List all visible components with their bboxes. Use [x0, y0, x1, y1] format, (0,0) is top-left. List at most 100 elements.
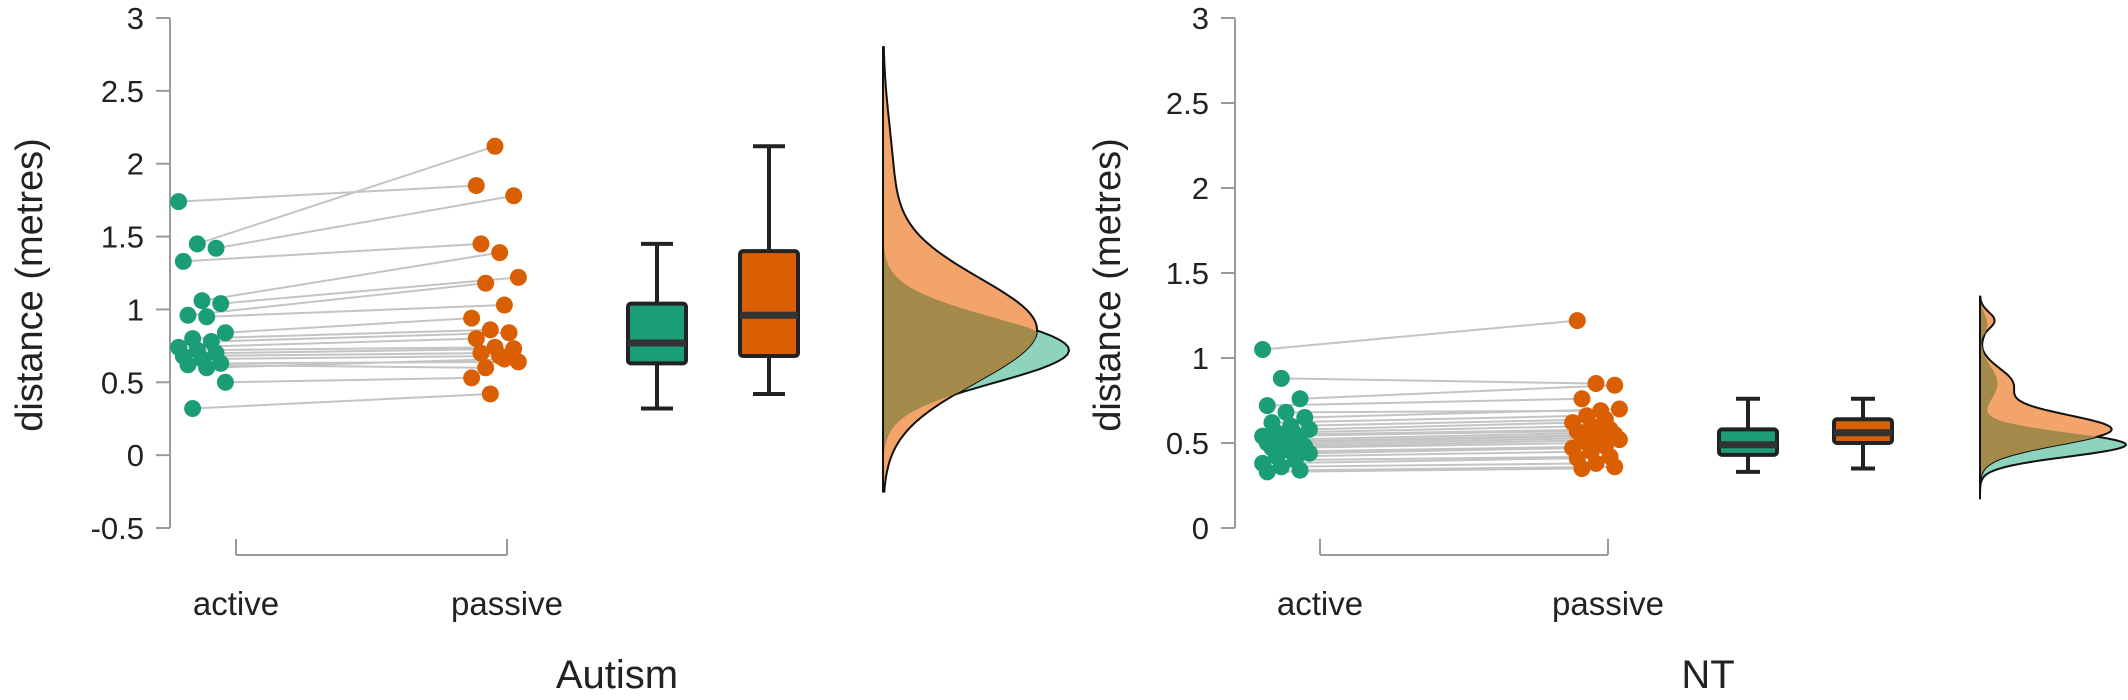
passive-point	[477, 274, 495, 292]
pair-line	[1276, 450, 1592, 458]
active-point	[1291, 461, 1309, 479]
pair-line	[206, 304, 505, 318]
pair-line	[187, 363, 486, 369]
pair-line	[1267, 467, 1582, 473]
panel-title: Autism	[556, 653, 678, 695]
pair-line	[192, 392, 491, 410]
active-point	[1300, 420, 1318, 438]
passive-point	[463, 309, 481, 327]
passive-point	[495, 296, 513, 314]
passive-point	[1573, 460, 1591, 477]
y-tick-label: 1.5	[1166, 256, 1209, 291]
passive-point	[472, 235, 490, 253]
active-point	[1272, 369, 1290, 387]
y-axis-label: distance (metres)	[1087, 138, 1129, 432]
pair-line	[1281, 431, 1597, 441]
pair-line	[1290, 445, 1606, 453]
pair-line	[201, 355, 500, 360]
passive-point	[481, 385, 499, 403]
pair-line	[192, 328, 491, 340]
y-tick-label: 1	[127, 292, 144, 327]
overlap-density	[1980, 296, 2097, 500]
passive-point	[509, 353, 527, 371]
active-point	[1254, 341, 1272, 358]
passive-point	[509, 268, 527, 286]
pair-line	[197, 346, 496, 352]
active-point	[1277, 403, 1295, 421]
passive-point	[1610, 431, 1628, 449]
pair-line	[216, 347, 514, 355]
active-point	[1291, 390, 1309, 408]
y-tick-label: 2.5	[1166, 86, 1209, 121]
pair-line	[1271, 442, 1587, 450]
pair-line	[183, 352, 481, 358]
passive-density	[882, 46, 1039, 493]
pair-line	[1281, 462, 1597, 468]
pair-line	[225, 317, 472, 334]
x-tick-label-passive: passive	[1552, 585, 1664, 622]
pair-line	[206, 357, 505, 369]
passive-point	[1606, 458, 1624, 476]
active-point	[193, 292, 211, 310]
active-point	[188, 235, 206, 253]
active-point	[174, 252, 192, 270]
active-point	[170, 193, 188, 211]
pair-line	[1304, 438, 1620, 448]
pair-line	[225, 376, 472, 384]
active-point	[179, 356, 197, 374]
pair-line	[1281, 377, 1597, 385]
y-tick-label: 3	[1192, 1, 1209, 36]
y-tick-label: 0	[127, 438, 144, 473]
active-point	[212, 354, 230, 372]
passive-point	[1587, 454, 1605, 472]
boxplot-active-box	[626, 301, 688, 366]
passive-point	[1573, 390, 1591, 408]
passive-point	[1568, 312, 1586, 330]
y-axis-label: distance (metres)	[9, 138, 51, 432]
active-point	[198, 359, 216, 377]
pair-line	[1304, 408, 1620, 419]
active-point	[184, 400, 202, 418]
passive-point	[1610, 400, 1628, 418]
passive-point	[500, 324, 518, 342]
y-tick-label: 2	[1192, 171, 1209, 206]
x-tick-label-passive: passive	[451, 585, 563, 622]
passive-point	[467, 177, 485, 195]
pair-line	[1262, 319, 1578, 351]
passive-point	[477, 359, 495, 377]
active-point	[207, 239, 225, 257]
panel-nt: 0 0.5 1 1.5 2 2.5 3 distance (metres) active pass…	[1087, 1, 2128, 697]
pair-line	[211, 331, 510, 343]
y-tick-label: 1.5	[101, 220, 144, 255]
panel-autism: -0.5 0 0.5 1 1.5 2 2.5 3 distance (metres) active…	[9, 1, 1071, 697]
pair-line	[1267, 397, 1582, 407]
passive-point	[481, 321, 499, 339]
pair-line	[178, 184, 477, 203]
passive-point	[495, 350, 513, 368]
active-point	[1300, 444, 1318, 462]
panel-title: NT	[1681, 653, 1734, 695]
active-point	[179, 306, 197, 324]
y-tick-label: 0.5	[101, 365, 144, 400]
passive-point	[505, 187, 523, 205]
passive-point	[467, 330, 485, 348]
y-tick-label: -0.5	[91, 511, 144, 546]
pair-line	[215, 194, 514, 250]
y-tick-label: 1	[1192, 341, 1209, 376]
passive-point	[1587, 375, 1605, 392]
pair-line	[1276, 425, 1592, 434]
passive-point	[463, 369, 481, 387]
pair-line	[220, 276, 519, 305]
pair-line	[1285, 436, 1601, 446]
pair-line	[1309, 421, 1573, 431]
pair-line	[1267, 435, 1582, 444]
x-tick-label-active: active	[1277, 585, 1363, 622]
passive-point	[491, 244, 509, 262]
active-point	[212, 295, 230, 313]
pair-line	[1295, 428, 1611, 436]
y-tick-label: 0	[1192, 511, 1209, 546]
y-tick-label: 2	[127, 147, 144, 182]
pair-line	[197, 145, 496, 245]
